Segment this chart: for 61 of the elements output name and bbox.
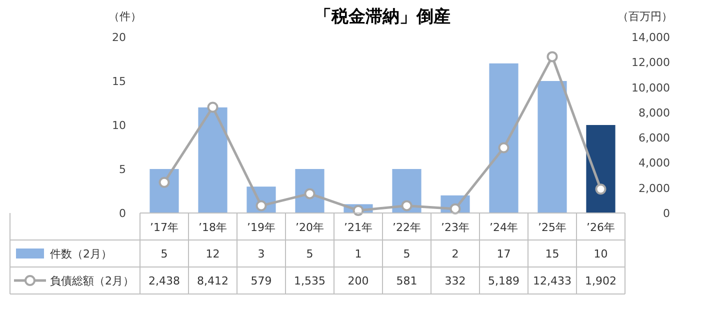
chart-title: 「税金滞納」倒産 — [314, 7, 450, 27]
data-label: 5,189 — [488, 274, 520, 288]
y-tick-label: 5 — [119, 163, 126, 176]
data-label: 1,902 — [585, 274, 616, 288]
point — [207, 102, 218, 113]
data-label: 2,438 — [148, 274, 180, 288]
x-tick-label: ’25年 — [538, 221, 566, 234]
point — [256, 200, 267, 212]
data-label: 5 — [403, 248, 410, 260]
x-tick-label: ’23年 — [441, 221, 470, 234]
y-tick-label: 20 — [112, 31, 126, 44]
data-label: 17 — [496, 248, 511, 260]
x-tick-label: ’20年 — [296, 221, 324, 234]
y2-tick-label: 6,000 — [638, 132, 670, 145]
bar — [489, 63, 518, 213]
legend-label: 負債総額（2月） — [50, 274, 134, 288]
x-tick-label: ’17年 — [150, 221, 178, 234]
point — [595, 184, 606, 195]
data-label: 5 — [306, 248, 314, 260]
y2-tick-label: 8,000 — [638, 106, 670, 120]
data-label: 3 — [258, 248, 265, 260]
point — [158, 176, 170, 188]
data-label: 581 — [396, 274, 418, 288]
data-label: 1,535 — [294, 274, 326, 288]
x-tick-label: ’22年 — [392, 221, 421, 234]
x-tick-label: ’24年 — [490, 221, 518, 234]
legend-label: 件数（2月） — [50, 248, 112, 260]
x-tick-label: ’26年 — [586, 221, 615, 234]
data-label: 8,412 — [197, 274, 228, 288]
y-tick-label: 15 — [112, 75, 126, 88]
y2-tick-label: 4,000 — [638, 156, 670, 170]
data-label: 200 — [348, 274, 369, 288]
x-tick-label: ’19年 — [247, 221, 276, 234]
bar — [198, 107, 228, 213]
data-label: 12,433 — [533, 274, 572, 288]
x-tick-label: ’21年 — [344, 221, 372, 234]
data-label: 10 — [594, 248, 608, 260]
y-tick-label: 0 — [119, 207, 126, 220]
y-axis-title: （件） — [108, 10, 142, 23]
point — [498, 142, 510, 154]
y2-tick-label: 0 — [663, 207, 670, 220]
data-label: 15 — [545, 248, 560, 260]
point — [352, 204, 364, 216]
point — [401, 200, 412, 212]
data-label: 332 — [444, 274, 466, 288]
data-label: 1 — [354, 248, 362, 260]
bar — [586, 125, 616, 213]
data-label: 579 — [250, 274, 272, 288]
x-tick-label: ’18年 — [198, 221, 227, 234]
y2-tick-label: 10,000 — [632, 81, 670, 94]
y2-tick-label: 12,000 — [632, 56, 670, 70]
y2-tick-label: 14,000 — [632, 31, 670, 44]
data-label: 2 — [452, 248, 459, 260]
data-label: 12 — [206, 248, 220, 260]
data-label: 5 — [160, 248, 168, 260]
y2-tick-label: 2,000 — [638, 182, 670, 195]
y2-axis-title: （百万円） — [618, 10, 672, 23]
point — [546, 51, 558, 62]
bar — [538, 81, 567, 213]
bar — [150, 169, 179, 213]
y-tick-label: 10 — [112, 119, 126, 132]
